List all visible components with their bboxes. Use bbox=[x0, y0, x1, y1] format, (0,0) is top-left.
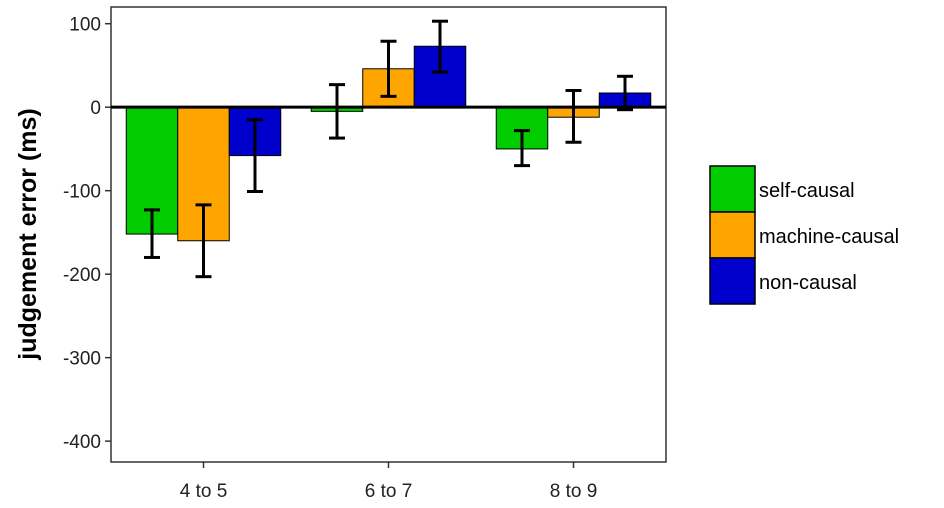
legend-item-non-causal: non-causal bbox=[709, 257, 857, 305]
errorbar-non-causal-0 bbox=[247, 118, 263, 194]
legend-swatch bbox=[709, 257, 756, 305]
legend-label: self-causal bbox=[759, 180, 855, 202]
errorbar-machine-causal-0 bbox=[195, 203, 212, 279]
y-tick-label: -400 bbox=[63, 432, 101, 453]
y-tick-label: -300 bbox=[63, 349, 101, 370]
x-axis: 4 to 5 6 to 7 8 to 9 bbox=[180, 462, 598, 502]
errorbar-non-causal-2 bbox=[617, 74, 633, 112]
legend-swatch bbox=[709, 211, 756, 259]
legend-item-machine-causal: machine-causal bbox=[709, 211, 899, 259]
x-tick-label: 8 to 9 bbox=[550, 481, 598, 502]
errorbar-non-causal-1 bbox=[432, 19, 448, 74]
legend: self-causal machine-causal non-causal bbox=[709, 165, 899, 305]
y-tick-label: 100 bbox=[69, 15, 101, 36]
legend-item-self-causal: self-causal bbox=[709, 165, 855, 213]
y-tick-label: -200 bbox=[63, 265, 101, 286]
y-tick-label: -100 bbox=[63, 182, 101, 203]
errorbar-self-causal-2 bbox=[514, 129, 530, 168]
legend-label: non-causal bbox=[759, 272, 857, 294]
x-tick-label: 4 to 5 bbox=[180, 481, 228, 502]
errorbar-machine-causal-1 bbox=[380, 39, 397, 98]
legend-swatch bbox=[709, 165, 756, 213]
y-tick-label: 0 bbox=[90, 98, 101, 119]
errorbar-self-causal-0 bbox=[144, 208, 160, 259]
legend-label: machine-causal bbox=[759, 226, 899, 248]
y-axis: 100 0 -100 -200 -300 -400 bbox=[63, 15, 111, 453]
y-axis-title: judgement error (ms) bbox=[14, 108, 42, 360]
errorbar-machine-causal-2 bbox=[565, 88, 582, 144]
errorbar-self-causal-1 bbox=[329, 83, 345, 140]
x-tick-label: 6 to 7 bbox=[365, 481, 413, 502]
errorbars-layer bbox=[144, 19, 633, 279]
